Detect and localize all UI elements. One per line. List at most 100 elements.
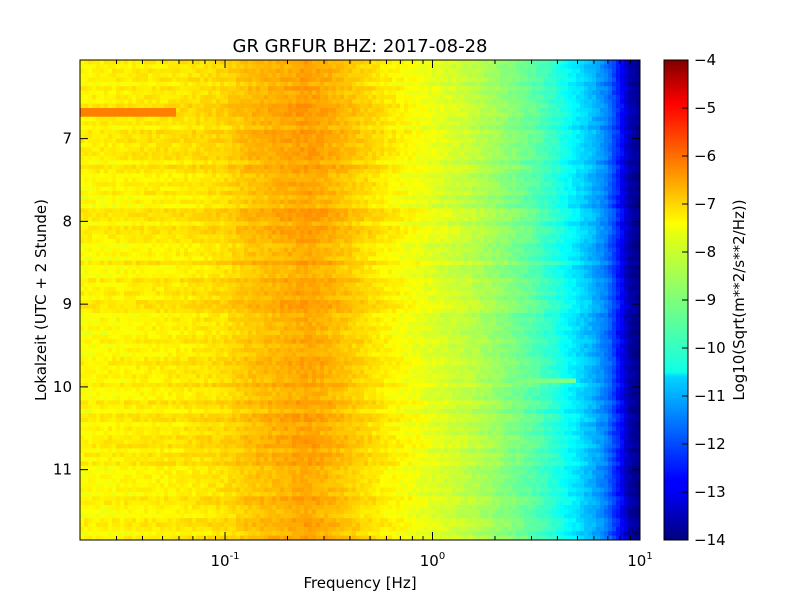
heatmap-cell	[112, 182, 117, 188]
heatmap-cell	[204, 186, 209, 192]
heatmap-cell	[240, 169, 245, 175]
heatmap-cell	[624, 116, 629, 122]
heatmap-cell	[220, 208, 225, 214]
heatmap-cell	[208, 186, 213, 192]
heatmap-cell	[452, 60, 457, 65]
heatmap-cell	[252, 90, 257, 96]
heatmap-cell	[360, 138, 365, 144]
heatmap-cell	[276, 138, 281, 144]
heatmap-cell	[304, 156, 309, 161]
heatmap-cell	[340, 182, 345, 188]
heatmap-cell	[548, 64, 553, 70]
heatmap-cell	[284, 77, 289, 83]
heatmap-cell	[164, 186, 169, 192]
heatmap-cell	[276, 73, 281, 79]
heatmap-cell	[620, 204, 625, 209]
heatmap-cell	[384, 156, 389, 161]
heatmap-cell	[256, 94, 261, 100]
heatmap-cell	[148, 112, 153, 118]
heatmap-cell	[176, 195, 181, 201]
heatmap-cell	[524, 182, 529, 188]
heatmap-cell	[360, 112, 365, 118]
heatmap-cell	[132, 208, 137, 214]
heatmap-cell	[152, 94, 157, 100]
heatmap-cell	[128, 77, 133, 83]
heatmap-cell	[408, 103, 413, 109]
heatmap-cell	[548, 68, 553, 74]
heatmap-cell	[308, 147, 313, 153]
heatmap-cell	[420, 142, 425, 148]
heatmap-cell	[308, 160, 313, 166]
heatmap-cell	[216, 116, 221, 122]
heatmap-cell	[260, 182, 265, 188]
heatmap-cell	[448, 212, 453, 218]
heatmap-cell	[528, 142, 533, 148]
heatmap-cell	[212, 195, 217, 201]
heatmap-cell	[148, 195, 153, 201]
heatmap-cell	[396, 151, 401, 157]
heatmap-cell	[424, 160, 429, 166]
heatmap-cell	[212, 160, 217, 166]
heatmap-cell	[560, 164, 565, 170]
heatmap-cell	[84, 186, 89, 192]
heatmap-cell	[536, 94, 541, 100]
heatmap-cell	[524, 138, 529, 144]
heatmap-cell	[252, 77, 257, 83]
heatmap-cell	[540, 129, 545, 135]
heatmap-cell	[364, 204, 369, 209]
heatmap-cell	[616, 204, 621, 209]
heatmap-cell	[240, 195, 245, 201]
heatmap-cell	[128, 212, 133, 218]
heatmap-cell	[336, 173, 341, 179]
heatmap-cell	[484, 129, 489, 135]
heatmap-cell	[564, 73, 569, 79]
heatmap-cell	[412, 86, 417, 92]
heatmap-cell	[100, 212, 105, 218]
heatmap-cell	[304, 160, 309, 166]
heatmap-cell	[284, 99, 289, 105]
heatmap-cell	[292, 81, 297, 87]
heatmap-cell	[144, 121, 149, 127]
heatmap-cell	[356, 147, 361, 153]
heatmap-cell	[128, 190, 133, 196]
heatmap-cell	[340, 134, 345, 140]
heatmap-cell	[416, 68, 421, 74]
heatmap-cell	[428, 212, 433, 218]
heatmap-cell	[192, 121, 197, 127]
heatmap-cell	[624, 160, 629, 166]
heatmap-cell	[516, 182, 521, 188]
heatmap-cell	[112, 164, 117, 170]
heatmap-cell	[424, 186, 429, 192]
heatmap-cell	[188, 138, 193, 144]
heatmap-cell	[436, 81, 441, 87]
heatmap-cell	[380, 186, 385, 192]
heatmap-cell	[232, 151, 237, 157]
heatmap-cell	[96, 204, 101, 209]
heatmap-cell	[576, 125, 581, 131]
heatmap-cell	[404, 204, 409, 209]
heatmap-cell	[224, 160, 229, 166]
heatmap-cell	[556, 199, 561, 205]
heatmap-cell	[420, 182, 425, 188]
heatmap-cell	[80, 212, 85, 218]
heatmap-cell	[244, 64, 249, 70]
heatmap-cell	[452, 86, 457, 92]
heatmap-cell	[316, 121, 321, 127]
heatmap-cell	[228, 112, 233, 118]
heatmap-cell	[188, 182, 193, 188]
heatmap-cell	[108, 177, 113, 183]
heatmap-cell	[308, 90, 313, 96]
heatmap-cell	[316, 86, 321, 92]
heatmap-cell	[360, 156, 365, 161]
heatmap-cell	[168, 186, 173, 192]
heatmap-cell	[104, 186, 109, 192]
heatmap-cell	[520, 138, 525, 144]
heatmap-cell	[96, 103, 101, 109]
heatmap-cell	[248, 156, 253, 161]
heatmap-cell	[224, 199, 229, 205]
heatmap-cell	[568, 103, 573, 109]
heatmap-cell	[172, 112, 177, 118]
heatmap-cell	[500, 134, 505, 140]
heatmap-cell	[344, 212, 349, 218]
heatmap-cell	[616, 169, 621, 175]
